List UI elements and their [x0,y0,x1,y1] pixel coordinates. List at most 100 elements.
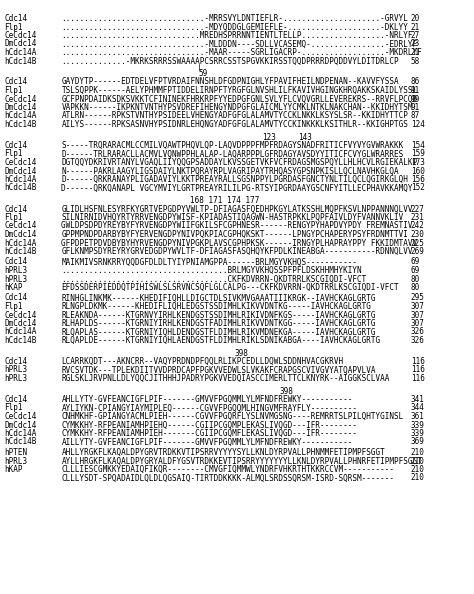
Text: 227: 227 [411,204,425,213]
Text: GLIDLHSFNLESYRFKYGRTVEPGDPYVWLTP-DFIAGASFQEDHPKGYLATKSSHLMQPFKSVLNPPANNNQLVV: GLIDLHSFNLESYRFKYGRTVEPGDPYVWLTP-DFIAGAS… [62,204,413,213]
Text: Cdc14: Cdc14 [5,395,27,404]
Text: DmCdc14: DmCdc14 [5,39,37,49]
Text: hCdc14B: hCdc14B [5,120,37,129]
Text: hCdc14B: hCdc14B [5,184,37,192]
Text: Cdc14: Cdc14 [5,357,27,366]
Text: 210: 210 [411,465,425,474]
Text: AYLLHRGKFLKAQALDPYGRYALDFYGSVTRDKKEVTIPSRRYYYYYYYLLKNLDYRPVALLPHNRFETIPMPFSGGT: AYLLHRGKFLKAQALDPYGRYALDFYGSVTRDKKEVTIPS… [62,457,422,466]
Text: CeCdc14: CeCdc14 [5,412,37,421]
Text: CYMKKHY-RFPEANIAMHPIEHQ------CGIIPCGQMPLEKASLIVQGD---IFR--------: CYMKKHY-RFPEANIAMHPIEHQ------CGIIPCGQMPL… [62,421,357,429]
Text: DmCdc14: DmCdc14 [5,103,37,112]
Text: 210: 210 [411,473,425,482]
Text: 344: 344 [411,403,425,412]
Text: 242: 242 [411,222,425,230]
Text: hKAP: hKAP [5,283,23,292]
Text: RLQAPLAS------KTGRNIYIQHLDENDGSTFLDIMHLRIKVMDNEKGA-----IAVHCKAGLGRTG: RLQAPLAS------KTGRNIYIQHLDENDGSTFLDIMHLR… [62,327,376,336]
Text: TSLSQPPK------AELYPHMMFPTIDDELIRNPFTYRGFGLNVSHLILFKAVIVHGINGKHRQAKKSKAIDLYSSL: TSLSQPPK------AELYPHMMFPTIDDELIRNPFTYRGF… [62,86,418,95]
Text: Cdc14: Cdc14 [5,293,27,302]
Text: D------QRKRANAYPLIGADAVIYLKKTPREAYRALLSGSNPPYLPGRDASFGNCTYNLTILQCLQGIRKGLQH: D------QRKRANAYPLIGADAVIYLKKTPREAYRALLSG… [62,175,408,184]
Text: 143: 143 [298,132,312,141]
Text: 87: 87 [411,112,420,121]
Text: 326: 326 [411,336,425,345]
Text: hPRL3: hPRL3 [5,457,27,466]
Text: 295: 295 [411,293,425,302]
Text: 116: 116 [411,357,425,366]
Text: CeCdc14: CeCdc14 [5,158,37,167]
Text: Cdc14: Cdc14 [5,204,27,213]
Text: RGLSKLJRVPNLLDLYQQCJITHHHJPADRYPGKVVEDQIASCCIMERLTTCLKNYRK--AIGGKSCLVAA: RGLSKLJRVPNLLDLYQQCJITHHHJPADRYPGKVVEDQI… [62,374,390,383]
Text: AILLYTY-GVFEANCIGFLPIF-------GMVVFPGQMMLYLMFNDFREWKY-----------: AILLYTY-GVFEANCIGFLPIF-------GMVVFPGQMML… [62,438,353,447]
Text: 116: 116 [411,374,425,383]
Text: Cdc14: Cdc14 [5,77,27,87]
Text: AYLIYKN-CPIANGYIAYMIPLEQ------CGVVFPGQQMLHINGVMFRAYFLY----------: AYLIYKN-CPIANGYIAYMIPLEQ------CGVVFPGQQM… [62,403,357,412]
Text: RLQAPLDE------KTGRNIYIQHLAENDGSTFLDIMHLRIKLSDNIKABGA----IAVHCKAGLGRTG: RLQAPLDE------KTGRNIYIQHLAENDGSTFLDIMHLR… [62,336,381,345]
Text: 225: 225 [411,239,425,248]
Text: hCdc14A: hCdc14A [5,429,37,438]
Text: ...............................-MLDDDN----SDLLVCASEMQ-................-EDRLYF: ...............................-MLDDDN--… [62,39,418,49]
Text: 361: 361 [411,412,425,421]
Text: 21: 21 [411,48,420,57]
Text: S-----TRQRARACMLCCMILVQAWTPHQVLQP-LAQVDPPPFMPFRDAGYSNADFRITICFVYVYGVWRAKKK: S-----TRQRARACMLCCMILVQAWTPHQVLQP-LAQVDP… [62,141,404,150]
Text: 230: 230 [411,230,425,239]
Text: hCdc14A: hCdc14A [5,112,37,121]
Text: 99: 99 [411,94,420,103]
Text: ...............................-MRRSVYLDNTIEFLR-.....................-GRVYL: ...............................-MRRSVYLD… [62,14,408,23]
Text: 269: 269 [411,247,425,256]
Text: hCdc14A: hCdc14A [5,327,37,336]
Text: AHLLYRGKFLKAQALDPYGRVTRDKKVTIPSRRVYYYYSYLLKNLDYRPVALLPHNMMFETIPMPFSGGT: AHLLYRGKFLKAQALDPYGRVTRDKKVTIPSRRVYYYYSY… [62,448,385,457]
Text: 341: 341 [411,395,425,404]
Text: RLEAKNDA------KTGRNVYIRHLKENDGSTSSDIMHLRIKIVDNFKGS-----IAVHCKAGLGRTG: RLEAKNDA------KTGRNVYIRHLKENDGSTSSDIMHLR… [62,311,376,320]
Text: 59: 59 [199,69,208,78]
Text: DmCdc14: DmCdc14 [5,421,37,429]
Text: Cdc14: Cdc14 [5,141,27,150]
Text: Flp1: Flp1 [5,403,23,412]
Text: hCdc14A: hCdc14A [5,239,37,248]
Text: hPRL3: hPRL3 [5,365,27,374]
Text: D------QRKQANAPL VGCYMVIYLGRTPREAYRILILPG-RTSYIPGRDAAYGSCNFYITLLECPHAVKKAMQY: D------QRKQANAPL VGCYMVIYLGRTPREAYRILILP… [62,184,413,192]
Text: 398: 398 [235,349,248,358]
Text: VAPKKN------IKPKNTVNTHYPSVDREFIHENGYNDPGFGLAICMLYYCMKLNTKLNAKCHAN--KKIDHYTSM: VAPKKN------IKPKNTVNTHYPSVDREFIHENGYNDPG… [62,103,413,112]
Text: 91: 91 [411,86,420,95]
Text: 21: 21 [411,23,420,31]
Text: RVCSVTDK---TPLEKDIITVVDPRDCAPFPGKVVEDWLSLVKAKFCRAPGSCVIVGVYATQAPVLVA: RVCSVTDK---TPLEKDIITVVDPRDCAPFPGKVVEDWLS… [62,365,376,374]
Text: CLLLYSDT-SPQADAIDLQLDLQGSAIQ-TIRTDDKKKK-ALMQLSRDSSQRSM-ISRD-SQRSM-------: CLLLYSDT-SPQADAIDLQLDLQGSAIQ-TIRTDDKKKK-… [62,473,394,482]
Text: ...............................-MDYQDDGLGEMIEFLE-....................-DKLYY: ...............................-MDYQDDGL… [62,23,408,31]
Text: N------PAKRLAAGYLIGSDAIYLNKTPQRAYRPLVAGRIPAYTRHQASYGPSNPKISLLQCLNAVHKGLQA: N------PAKRLAAGYLIGSDAIYLNKTPQRAYRPLVAGR… [62,166,399,175]
Text: D------TRLRARACLLACMVLVQNWPPHLALAP-LAQARPPPLGFRDAGYAVSDYYITICFCVYGLWRARRES: D------TRLRARACLLACMVLVQNWPPHLALAP-LAQAR… [62,150,404,159]
Text: 91: 91 [411,103,420,112]
Text: 80: 80 [411,274,420,283]
Text: hKAP: hKAP [5,465,23,474]
Text: GCFPNPDAIDKSDKSVKKTCFININEKFHRKRPFYYEDPGFGNLSVLYFLCVQVGRLLEVEREKRS--RRVFLPCQD: GCFPNPDAIDKSDKSVKKTCFININEKFHRKRPFYYEDPG… [62,94,418,103]
Text: DmCdc14: DmCdc14 [5,166,37,175]
Text: Cdc14: Cdc14 [5,258,27,267]
Text: hPRL3: hPRL3 [5,374,27,383]
Text: LCARRKQDT---AKNCRR--VAQYPRDNDPFQQLRLIKPCEDLLDQWLSDDNHVACGKRVH: LCARRKQDT---AKNCRR--VAQYPRDNDPFQQLRLIKPC… [62,357,344,366]
Text: 210: 210 [411,448,425,457]
Text: 156: 156 [411,175,425,184]
Text: AILYS------RPKSASNVHYPSIDNRLEHQNGYADFGFGLALAMVTYCCKINKKKLKSITHLR--KKIGHPTGS: AILYS------RPKSASNVHYPSIDNRLEHQNGYADFGFG… [62,120,408,129]
Text: hPRL3: hPRL3 [5,274,27,283]
Text: 231: 231 [411,213,425,222]
Text: ATLRN------RPKSTVNTHYPSIDEELVHENGYADFGFGLALAMVTYCCKLNKKLKSYSLSR--KKIDHYTTCP: ATLRN------RPKSTVNTHYPSIDEELVHENGYADFGFG… [62,112,408,121]
Text: hPTEN: hPTEN [5,448,27,457]
Text: CNHMKHF-GPIANGYACMLPIEH------CGVVFPGQRFLYSLNVMGSNG----REMRRTSLPILQHTYGINSL: CNHMKHF-GPIANGYACMLPIEH------CGVVFPGQRFL… [62,412,404,421]
Text: hCdc14B: hCdc14B [5,336,37,345]
Text: ..............-MKRKSRRRSSWAAAAPCSRRCSSTSPGVKKIRSSTQQDPRRRDPQDDVYLDITDRLCP: ..............-MKRKSRRRSSWAAAAPCSRRCSSTS… [62,56,399,65]
Text: GWLDPSDPDYREYBYFYRVENGDPYWIIFGKILSFCGPHNESR------RENGYPYHAPDVYPDY FREMNASTIV: GWLDPSDPDYREYBYFYRVENGDPYWIIFGKILSFCGPHN… [62,222,413,230]
Text: MAIKMIVSRNKRRYQQDGFDLDLTYIYPNIAMGPPA------BRLMGYVKHQS-----------: MAIKMIVSRNKRRYQQDGFDLDLTYIYPNIAMGPPA----… [62,258,357,267]
Text: CeCdc14: CeCdc14 [5,311,37,320]
Text: Flp1: Flp1 [5,23,23,31]
Text: CeCdc14: CeCdc14 [5,94,37,103]
Text: 27: 27 [411,31,420,40]
Text: DmCdc14: DmCdc14 [5,230,37,239]
Text: RLHAPLDS------KTGRNIYIRHLKENDGSTFADIMHLRIKVVDNTKGG-----IAVHCKAGLGRTG: RLHAPLDS------KTGRNIYIRHLKENDGSTFADIMHLR… [62,319,376,328]
Text: 58: 58 [411,56,420,65]
Text: hCdc14A: hCdc14A [5,48,37,57]
Text: 69: 69 [411,266,420,275]
Text: ..............................MREDHSPRRNNTIENTLTELLP..................-NRLYF: ..............................MREDHSPRRN… [62,31,413,40]
Text: 159: 159 [411,150,425,159]
Text: 307: 307 [411,311,425,320]
Text: GFPDPETPDVDBYBYHYRVENGDPYNIVPGKPLAVSCGPHPKSK------IRNGYPLHAPRAYPPY FKKIDMTAVV: GFPDPETPDVDBYBYHYRVENGDPYNIVPGKPLAVSCGPH… [62,239,418,248]
Text: ....................................CKFKDVRRN-QKDTRRLKSCGIQDI-VFCT: ....................................CKFK… [62,274,366,283]
Text: ...............................-MAAR-----SGRLIGACRP-..................-MKDRLYF: ...............................-MAAR----… [62,48,422,57]
